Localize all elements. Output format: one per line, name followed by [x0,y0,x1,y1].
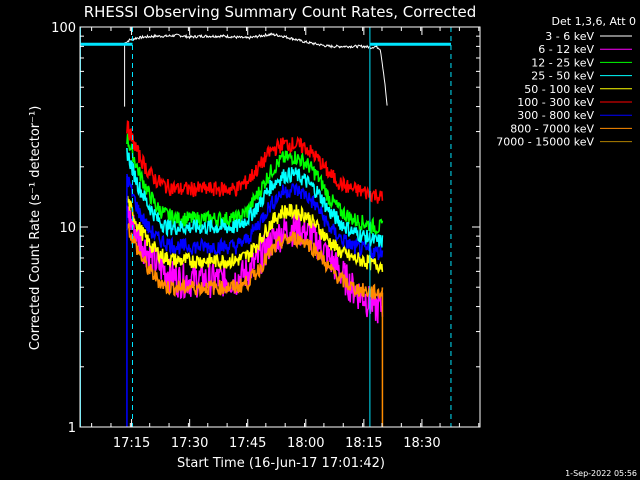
y-ticks: 1 10 100 [51,21,480,436]
y-axis-label: Corrected Count Rate (s⁻¹ detector⁻¹) [28,106,43,351]
series-line-2 [126,133,384,238]
chart-title: RHESSI Observing Summary Count Rates, Co… [84,3,477,21]
series-line-0 [124,32,388,107]
x-tick-label-0: 17:15 [113,436,150,451]
legend-title: Det 1,3,6, Att 0 [552,15,636,28]
y-tick-label-2: 100 [51,21,76,36]
series-line-6 [126,173,384,261]
x-tick-label-4: 18:15 [345,436,382,451]
series-line-4 [126,195,384,275]
series-line-5 [126,120,384,204]
legend-label-1: 6 - 12 keV [538,43,594,56]
series-line-7 [126,223,384,301]
footer-timestamp: 1-Sep-2022 05:56 [565,469,637,478]
x-axis-label: Start Time (16-Jun-17 17:01:42) [177,456,385,471]
x-ticks: 17:15 17:30 17:45 18:00 18:15 18:30 [91,27,480,451]
legend-label-8: 7000 - 15000 keV [496,136,594,149]
y-tick-label-0: 1 [68,421,76,436]
x-tick-label-3: 18:00 [287,436,324,451]
x-tick-label-5: 18:30 [403,436,440,451]
series-layer [124,32,388,427]
legend-label-7: 800 - 7000 keV [510,122,594,135]
legend-label-2: 12 - 25 keV [531,56,594,69]
x-tick-label-1: 17:30 [171,436,208,451]
y-tick-label-1: 10 [59,221,76,236]
legend-label-3: 25 - 50 keV [531,70,594,83]
legend-label-0: 3 - 6 keV [545,30,594,43]
legend-label-4: 50 - 100 keV [524,83,594,96]
x-tick-label-2: 17:45 [229,436,266,451]
series-line-3 [126,147,384,248]
legend-label-5: 100 - 300 keV [517,96,594,109]
legend-label-6: 300 - 800 keV [517,109,594,122]
